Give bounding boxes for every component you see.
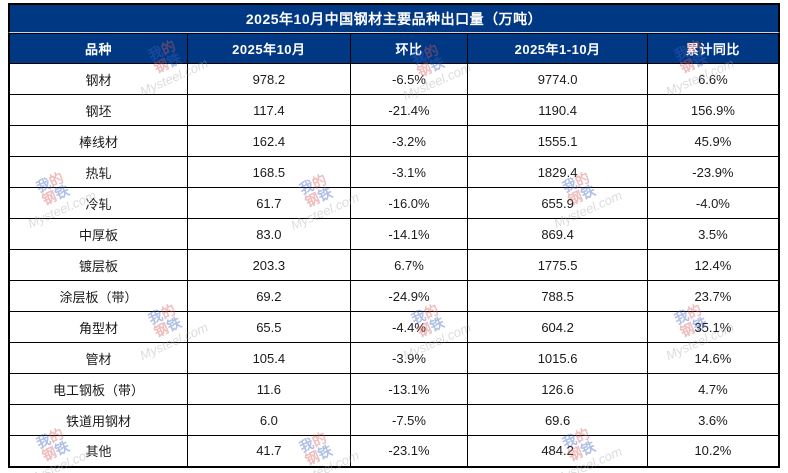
yoy-change-cell: 14.6% xyxy=(646,342,780,374)
ytd-value-cell: 1190.4 xyxy=(467,94,648,126)
ytd-value-cell: 69.6 xyxy=(467,404,648,436)
product-name-cell: 镀层板 xyxy=(8,249,189,281)
oct-value-cell: 978.2 xyxy=(187,63,351,95)
yoy-change-cell: 6.6% xyxy=(646,63,780,95)
column-header-mom: 环比 xyxy=(349,33,469,64)
table-row: 钢坯 117.4 -21.4% 1190.4 156.9% xyxy=(8,94,780,126)
export-table: 2025年10月中国钢材主要品种出口量（万吨） 品种 2025年10月 环比 2… xyxy=(8,3,780,468)
ytd-value-cell: 484.2 xyxy=(467,435,648,467)
product-name-cell: 冷轧 xyxy=(8,187,189,219)
mom-change-cell: -23.1% xyxy=(349,435,469,467)
mom-change-cell: 6.7% xyxy=(349,249,469,281)
oct-value-cell: 6.0 xyxy=(187,404,351,436)
product-name-cell: 管材 xyxy=(8,342,189,374)
oct-value-cell: 105.4 xyxy=(187,342,351,374)
product-name-cell: 其他 xyxy=(8,435,189,467)
product-name-cell: 角型材 xyxy=(8,311,189,343)
ytd-value-cell: 1829.4 xyxy=(467,156,648,188)
table-row: 角型材 65.5 -4.4% 604.2 35.1% xyxy=(8,311,780,343)
product-name-cell: 涂层板（带） xyxy=(8,280,189,312)
table-row: 镀层板 203.3 6.7% 1775.5 12.4% xyxy=(8,249,780,281)
mom-change-cell: -24.9% xyxy=(349,280,469,312)
table-row: 中厚板 83.0 -14.1% 869.4 3.5% xyxy=(8,218,780,250)
table-row: 管材 105.4 -3.9% 1015.6 14.6% xyxy=(8,342,780,374)
table-row: 冷轧 61.7 -16.0% 655.9 -4.0% xyxy=(8,187,780,219)
ytd-value-cell: 869.4 xyxy=(467,218,648,250)
column-header-product: 品种 xyxy=(8,33,189,64)
yoy-change-cell: -4.0% xyxy=(646,187,780,219)
table-title: 2025年10月中国钢材主要品种出口量（万吨） xyxy=(8,3,780,33)
product-name-cell: 热轧 xyxy=(8,156,189,188)
mom-change-cell: -7.5% xyxy=(349,404,469,436)
product-name-cell: 铁道用钢材 xyxy=(8,404,189,436)
oct-value-cell: 11.6 xyxy=(187,373,351,405)
oct-value-cell: 41.7 xyxy=(187,435,351,467)
oct-value-cell: 65.5 xyxy=(187,311,351,343)
oct-value-cell: 69.2 xyxy=(187,280,351,312)
product-link[interactable]: 钢坯 xyxy=(8,94,189,126)
mom-change-cell: -6.5% xyxy=(349,63,469,95)
ytd-value-cell: 655.9 xyxy=(467,187,648,219)
product-name-cell: 钢材 xyxy=(8,63,189,95)
column-header-oct-2025: 2025年10月 xyxy=(187,33,351,64)
yoy-change-cell: 3.5% xyxy=(646,218,780,250)
ytd-value-cell: 604.2 xyxy=(467,311,648,343)
table-row: 涂层板（带） 69.2 -24.9% 788.5 23.7% xyxy=(8,280,780,312)
table-row: 其他 41.7 -23.1% 484.2 10.2% xyxy=(8,435,780,467)
oct-value-cell: 117.4 xyxy=(187,94,351,126)
table-body: 钢材 978.2 -6.5% 9774.0 6.6% 钢坯 117.4 -21.4% 1190.… xyxy=(8,63,780,467)
oct-value-cell: 168.5 xyxy=(187,156,351,188)
yoy-change-cell: 12.4% xyxy=(646,249,780,281)
yoy-change-cell: -23.9% xyxy=(646,156,780,188)
ytd-value-cell: 788.5 xyxy=(467,280,648,312)
oct-value-cell: 61.7 xyxy=(187,187,351,219)
ytd-value-cell: 9774.0 xyxy=(467,63,648,95)
product-name-cell: 中厚板 xyxy=(8,218,189,250)
header-row: 品种 2025年10月 环比 2025年1-10月 累计同比 xyxy=(8,33,780,64)
product-name-cell: 电工钢板（带） xyxy=(8,373,189,405)
table-row: 电工钢板（带） 11.6 -13.1% 126.6 4.7% xyxy=(8,373,780,405)
table-row: 棒线材 162.4 -3.2% 1555.1 45.9% xyxy=(8,125,780,157)
product-name-cell: 棒线材 xyxy=(8,125,189,157)
yoy-change-cell: 23.7% xyxy=(646,280,780,312)
column-header-cumulative-yoy: 累计同比 xyxy=(646,33,780,64)
table-row: 钢材 978.2 -6.5% 9774.0 6.6% xyxy=(8,63,780,95)
oct-value-cell: 83.0 xyxy=(187,218,351,250)
mom-change-cell: -16.0% xyxy=(349,187,469,219)
mom-change-cell: -3.9% xyxy=(349,342,469,374)
yoy-change-cell: 35.1% xyxy=(646,311,780,343)
mom-change-cell: -4.4% xyxy=(349,311,469,343)
ytd-value-cell: 1555.1 xyxy=(467,125,648,157)
ytd-value-cell: 1775.5 xyxy=(467,249,648,281)
data-table: 品种 2025年10月 环比 2025年1-10月 累计同比 钢材 978.2 -6… xyxy=(8,33,780,468)
column-header-jan-oct-2025: 2025年1-10月 xyxy=(467,33,648,64)
yoy-change-cell: 10.2% xyxy=(646,435,780,467)
ytd-value-cell: 1015.6 xyxy=(467,342,648,374)
oct-value-cell: 203.3 xyxy=(187,249,351,281)
oct-value-cell: 162.4 xyxy=(187,125,351,157)
yoy-change-cell: 3.6% xyxy=(646,404,780,436)
yoy-change-cell: 4.7% xyxy=(646,373,780,405)
mom-change-cell: -3.2% xyxy=(349,125,469,157)
mom-change-cell: -13.1% xyxy=(349,373,469,405)
table-row: 热轧 168.5 -3.1% 1829.4 -23.9% xyxy=(8,156,780,188)
ytd-value-cell: 126.6 xyxy=(467,373,648,405)
table-row: 铁道用钢材 6.0 -7.5% 69.6 3.6% xyxy=(8,404,780,436)
mom-change-cell: -14.1% xyxy=(349,218,469,250)
mom-change-cell: -3.1% xyxy=(349,156,469,188)
yoy-change-cell: 156.9% xyxy=(646,94,780,126)
mom-change-cell: -21.4% xyxy=(349,94,469,126)
yoy-change-cell: 45.9% xyxy=(646,125,780,157)
